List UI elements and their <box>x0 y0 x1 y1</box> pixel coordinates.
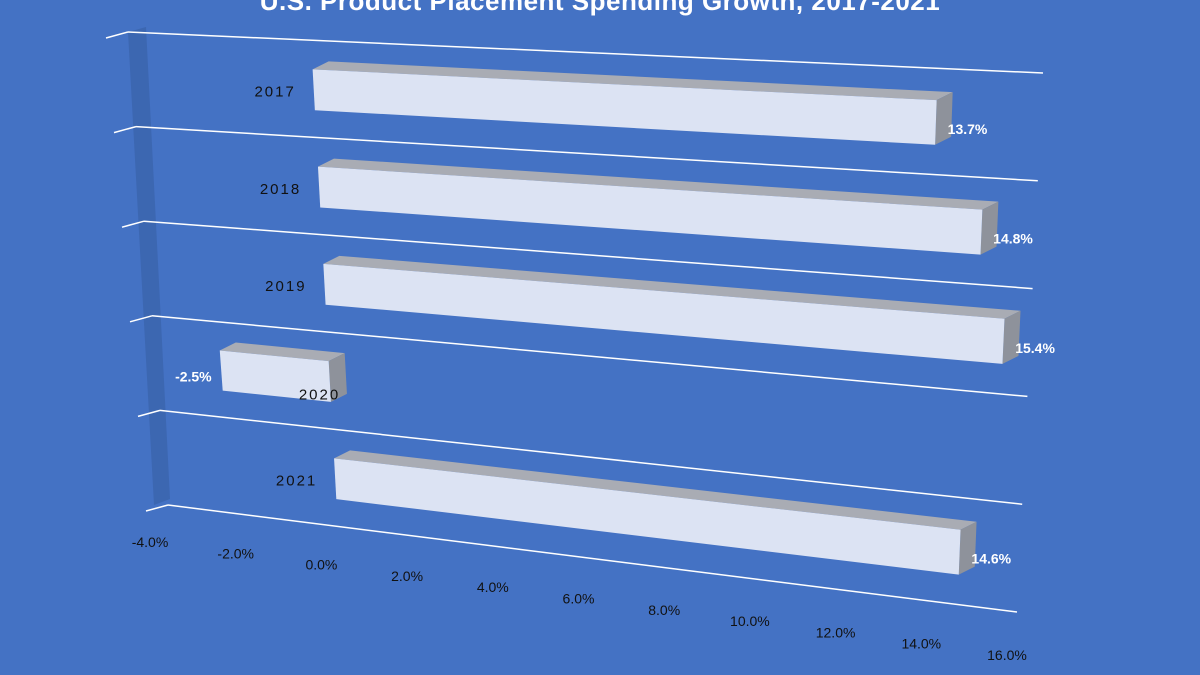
bar-top-face <box>334 450 977 530</box>
gridline-tick <box>121 220 145 228</box>
bar-top-face <box>312 61 953 101</box>
category-label: 2018 <box>260 181 301 198</box>
bar <box>317 166 983 255</box>
data-label: 13.7% <box>948 121 988 137</box>
x-tick-label: -4.0% <box>132 534 169 550</box>
gridline <box>127 31 1044 74</box>
bar-top-face <box>317 158 999 210</box>
x-tick-label: 4.0% <box>477 579 509 595</box>
bar-top-face <box>323 255 1021 319</box>
x-tick-label: 6.0% <box>563 591 595 607</box>
x-tick-label: 12.0% <box>816 624 856 640</box>
data-label: 15.4% <box>1015 340 1055 356</box>
bar <box>334 458 961 575</box>
bar-side-face <box>980 201 999 255</box>
x-tick-label: 2.0% <box>391 568 423 584</box>
bar <box>312 69 937 145</box>
data-label: -2.5% <box>175 368 212 384</box>
bar-side-face <box>958 521 977 575</box>
gridline-tick <box>145 504 169 512</box>
gridline-tick <box>113 125 137 134</box>
bar-side-face <box>1002 310 1021 364</box>
bar-side-face <box>935 92 953 145</box>
x-tick-label: -2.0% <box>217 545 254 561</box>
chart-title: U.S. Product Placement Spending Growth, … <box>259 0 941 16</box>
gridline <box>135 125 1038 182</box>
x-tick-label: 14.0% <box>901 636 941 652</box>
bar <box>323 263 1005 364</box>
bar <box>219 350 331 402</box>
category-label: 2019 <box>265 278 306 295</box>
gridline <box>151 315 1028 398</box>
bar-top-face <box>219 342 345 362</box>
gridline <box>159 409 1023 505</box>
x-tick-label: 10.0% <box>730 613 770 629</box>
category-label: 2017 <box>254 84 295 101</box>
bar-side-face <box>328 353 347 402</box>
data-label: 14.6% <box>971 551 1011 567</box>
gridline-tick <box>137 409 161 418</box>
x-tick-label: 0.0% <box>305 557 337 573</box>
gridline-tick <box>105 31 129 39</box>
x-tick-label: 16.0% <box>987 647 1027 663</box>
gridline-tick <box>129 315 153 323</box>
axis-side-wall <box>128 27 170 505</box>
category-label: 2021 <box>276 473 317 490</box>
gridline <box>143 220 1033 290</box>
x-tick-label: 8.0% <box>648 602 680 618</box>
gridline <box>167 504 1018 613</box>
category-label: 2020 <box>299 386 340 403</box>
data-label: 14.8% <box>993 231 1033 247</box>
